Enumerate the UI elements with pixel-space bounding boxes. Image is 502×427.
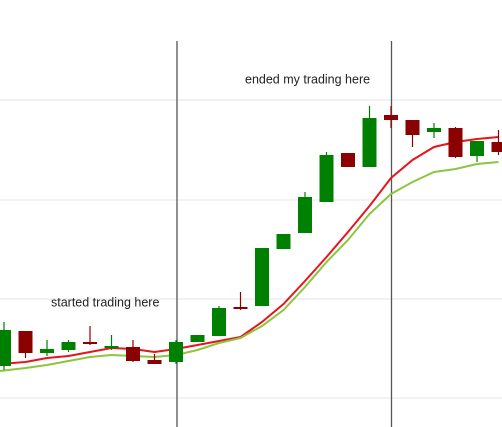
candle-body xyxy=(212,308,226,336)
candle-body xyxy=(491,142,502,152)
annotation: started trading here xyxy=(51,295,159,309)
candle-body xyxy=(470,141,484,156)
grid xyxy=(0,99,502,399)
candle-body xyxy=(190,335,205,342)
candle-body xyxy=(448,128,463,157)
candle-body xyxy=(0,330,11,366)
moving-average-line xyxy=(0,161,499,372)
candle-body xyxy=(61,342,76,350)
candle-body xyxy=(233,307,248,309)
candle-body xyxy=(126,347,140,361)
candle-body xyxy=(169,342,183,362)
candle-body xyxy=(276,234,291,249)
candle-body xyxy=(384,115,398,120)
candle-body xyxy=(405,120,420,135)
candle-body xyxy=(104,346,119,348)
candle-body xyxy=(18,331,33,353)
moving-average-line xyxy=(0,136,499,365)
candle-body xyxy=(255,248,269,306)
candle-body xyxy=(40,349,54,353)
candle-body xyxy=(427,128,441,132)
annotation: ended my trading here xyxy=(245,72,370,86)
plot xyxy=(0,106,502,372)
candle-body xyxy=(147,360,162,364)
candle-body xyxy=(83,342,97,344)
candle-body xyxy=(341,153,355,167)
candle-body xyxy=(362,118,377,167)
candle-body xyxy=(298,197,312,233)
candle-body xyxy=(319,155,334,202)
